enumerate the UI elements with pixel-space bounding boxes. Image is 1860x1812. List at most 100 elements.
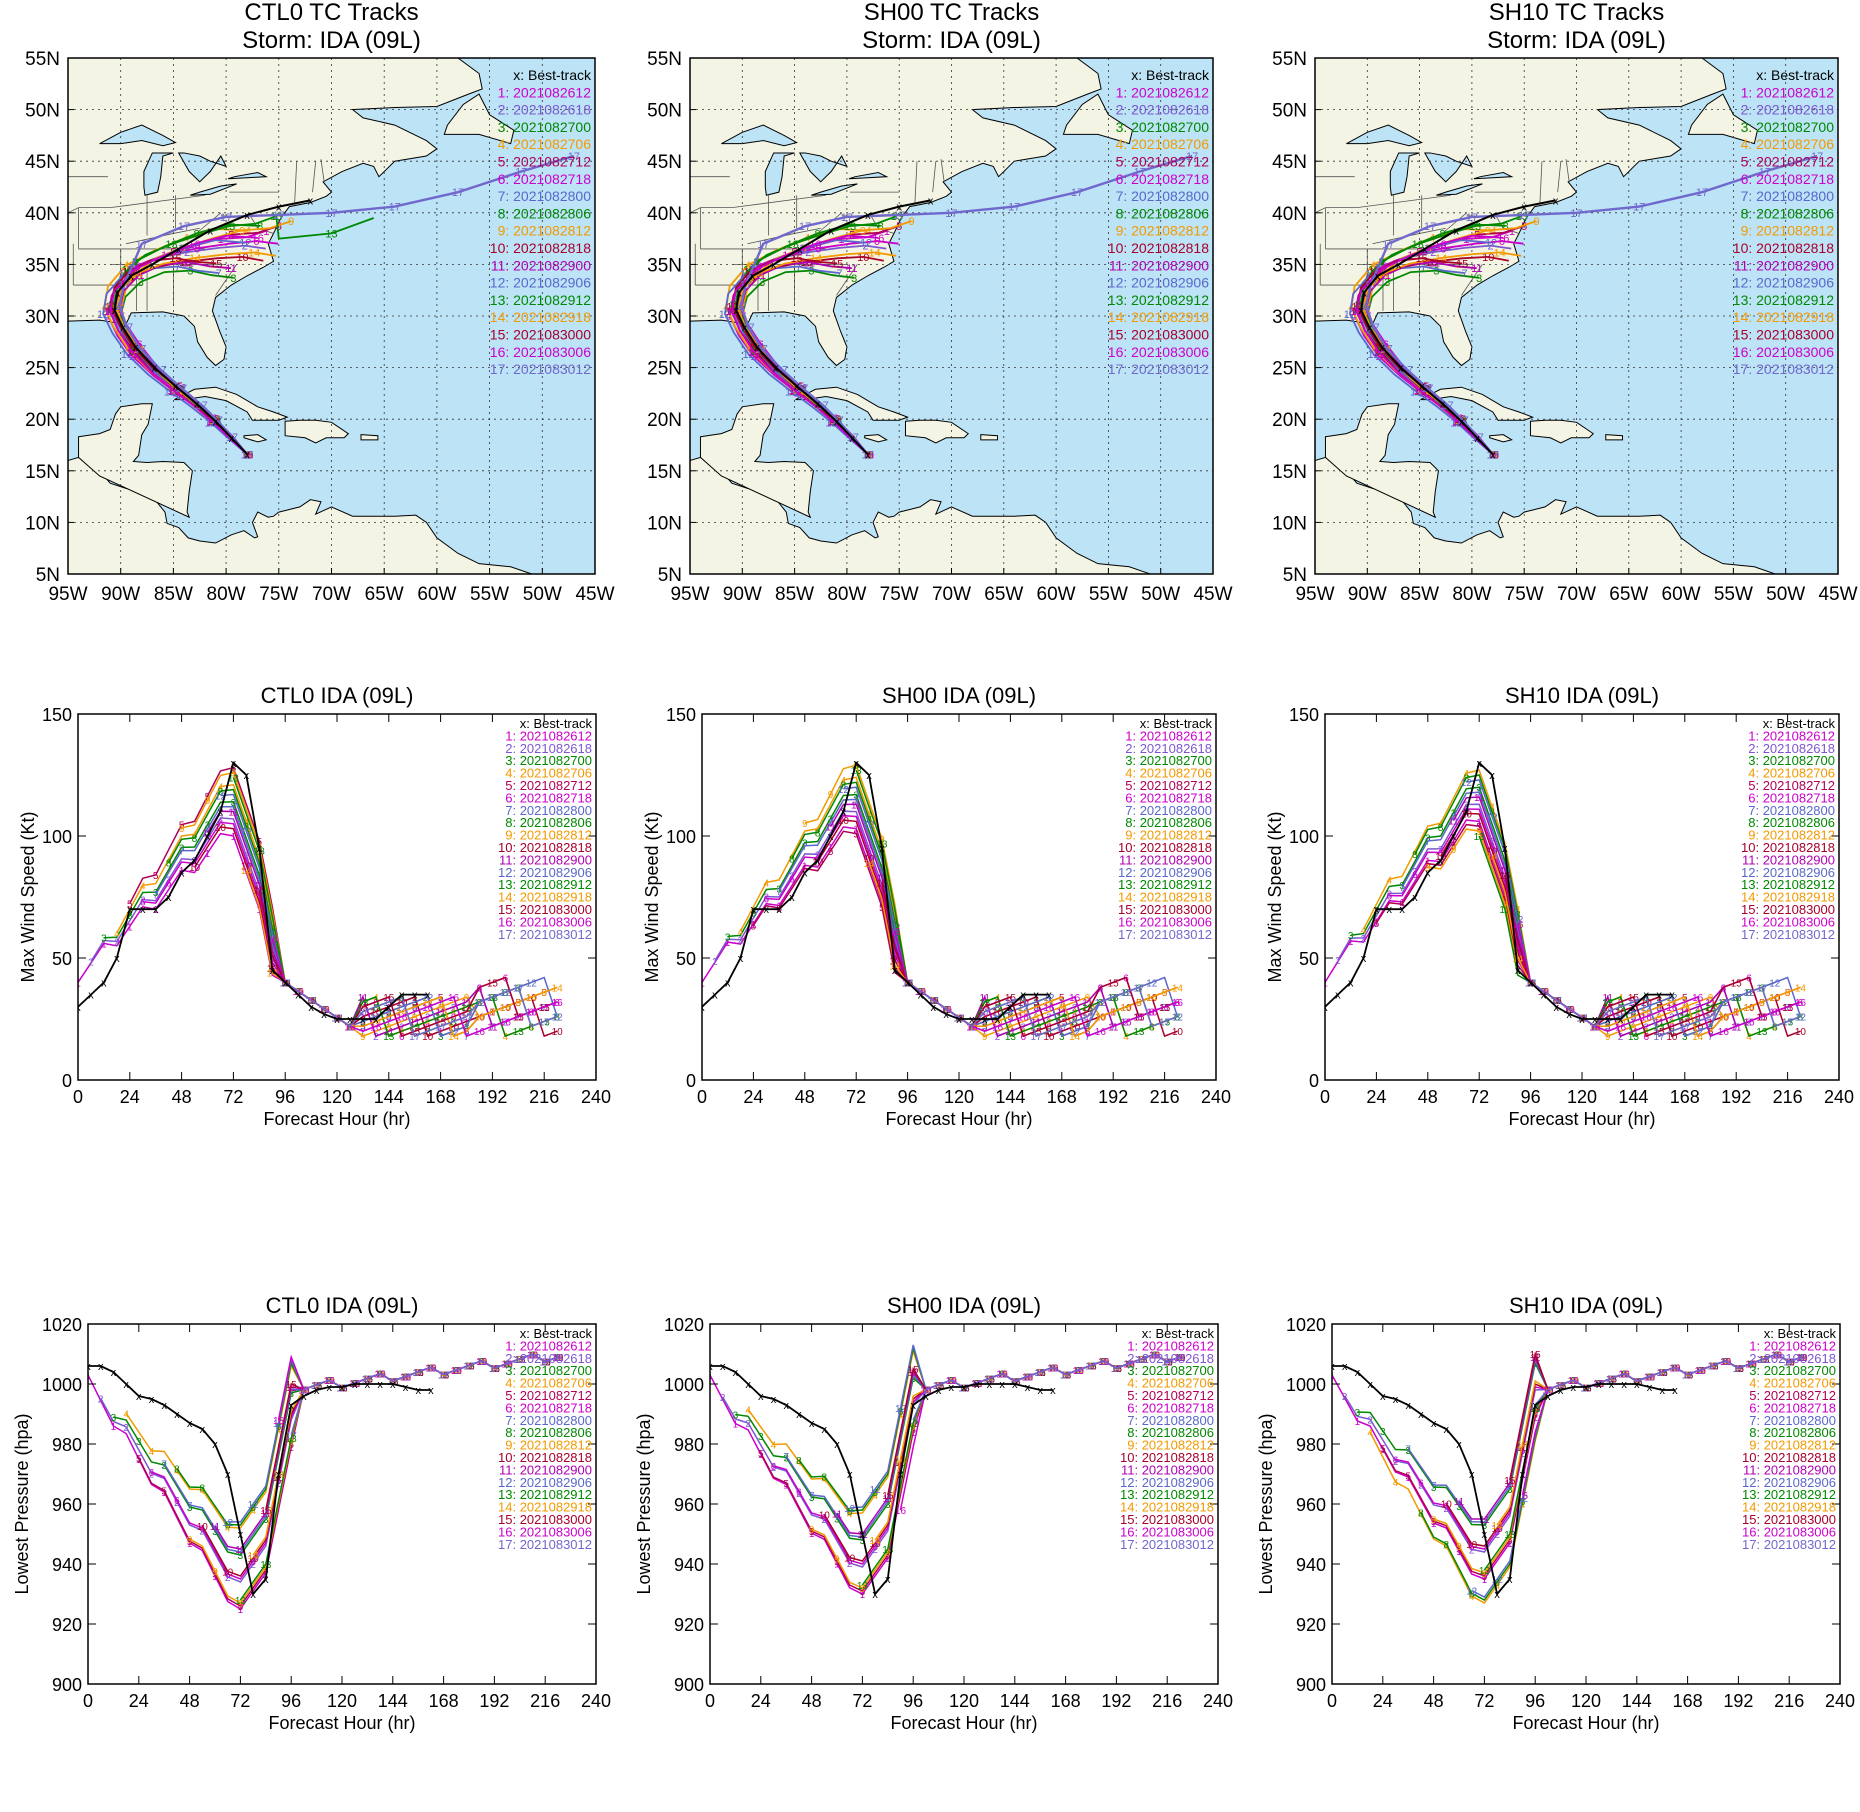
series-point-label: 15: [902, 978, 914, 989]
series-point-label: 8: [1515, 910, 1521, 921]
series-point-label: 9: [1761, 1355, 1767, 1366]
series-point-label: 6: [373, 998, 379, 1009]
best-track-point: x: [75, 1002, 81, 1014]
series-point-label: 5: [464, 1027, 470, 1038]
series-point-label: 10: [1771, 1350, 1783, 1361]
series-point-label: 8: [1774, 1350, 1780, 1361]
series-point-label: 13: [489, 1364, 501, 1375]
series-point-label: 7: [931, 996, 937, 1007]
series-point-label: 5: [910, 1425, 916, 1436]
series-point-label: 15: [1136, 1355, 1148, 1366]
series-point-label: 5: [542, 1358, 548, 1369]
series-point-label: 4: [738, 927, 744, 938]
series-point-label: 7: [238, 1548, 244, 1559]
track-point-label: 15: [831, 258, 843, 270]
series-point-label: 5: [931, 996, 937, 1007]
series-point-label: 3: [1736, 1364, 1742, 1375]
series-point-label: 3: [212, 1527, 218, 1538]
best-track-point: x: [1634, 1379, 1640, 1391]
series-point-label: 4: [295, 987, 301, 998]
series-point-label: 6: [789, 874, 795, 885]
series-point-label: 8: [1175, 1013, 1181, 1024]
series-point-label: 3: [1554, 996, 1560, 1007]
series-point-label: 3: [1348, 931, 1354, 942]
series-point-label: 5: [751, 921, 757, 932]
series-point-label: 11: [1782, 1003, 1793, 1014]
panel-title: SH00 IDA (09L): [882, 683, 1036, 708]
series-point-label: 6: [554, 998, 560, 1009]
x-tick-label: 72: [1474, 1691, 1494, 1711]
series-point-label: 12: [966, 1022, 978, 1033]
series-point-label: 5: [1033, 1003, 1039, 1014]
legend-entry-6: 6: 2021082718: [505, 1400, 592, 1415]
series-point-label: 10: [1615, 1008, 1627, 1019]
best-track-point: x: [1469, 1469, 1475, 1481]
series-point-label: 17: [539, 1017, 551, 1028]
land-mass: [904, 419, 970, 444]
series-point-label: 11: [438, 1371, 449, 1382]
series-point-label: 8: [1669, 1027, 1675, 1038]
track-point-label: 16: [726, 306, 738, 318]
series-point-label: 3: [931, 996, 937, 1007]
series-point-label: 2: [276, 1479, 282, 1490]
series-point-label: 4: [1020, 1027, 1026, 1038]
series-point-label: 5: [308, 996, 314, 1007]
best-track-point: x: [987, 1379, 993, 1391]
legend-best-track: x: Best-track: [1140, 716, 1213, 731]
best-track-point: x: [1329, 1361, 1335, 1373]
series-point-label: 13: [1756, 1027, 1768, 1038]
series-point-label: 8: [373, 1003, 379, 1014]
series-point-label: 7: [1114, 1364, 1120, 1375]
track-point-label: 10: [236, 252, 248, 264]
series-point-label: 4: [200, 1486, 206, 1497]
series-point-label: 11: [1632, 1377, 1643, 1388]
series-point-label: 16: [293, 987, 305, 998]
series-point-label: 17: [1162, 1358, 1174, 1369]
series-point-label: 10: [1517, 1443, 1529, 1454]
series-point-label: 11: [337, 1384, 348, 1395]
x-tick-label: 72: [852, 1691, 872, 1711]
series-point-label: 15: [1654, 1027, 1666, 1038]
series-point-label: 1: [1708, 1017, 1714, 1028]
series-point-label: 6: [1515, 944, 1521, 955]
best-track-point: x: [123, 1379, 129, 1391]
series-point-label: 11: [210, 1522, 221, 1533]
series-point-label: 2: [1418, 1480, 1424, 1491]
best-track-point: x: [88, 990, 94, 1002]
series-point-label: 6: [1592, 1022, 1598, 1033]
series-point-label: 8: [377, 1370, 383, 1381]
series-point-label: 3: [783, 1454, 789, 1465]
series-point-label: 5: [1405, 1472, 1411, 1483]
lat-tick-label: 20N: [1272, 410, 1307, 431]
series-point-label: 7: [360, 1027, 366, 1038]
series-point-label: 4: [1098, 998, 1104, 1009]
series-point-label: 11: [883, 1494, 894, 1505]
series-point-label: 7: [853, 795, 859, 806]
track-point-label: 16: [1497, 233, 1509, 245]
series-point-label: 7: [1785, 1003, 1791, 1014]
track-point-label: 2: [1430, 247, 1436, 259]
series-point-label: 9: [1164, 1358, 1170, 1369]
series-point-label: 1: [905, 978, 911, 989]
series-point-label: 16: [1018, 1013, 1030, 1024]
best-track-point: x: [1453, 225, 1459, 237]
x-tick-label: 72: [1469, 1087, 1489, 1107]
track-point-label: 15: [127, 342, 139, 354]
series-point-label: 7: [1451, 812, 1457, 823]
series-point-label: 11: [388, 1377, 399, 1388]
series-point-label: 12: [838, 785, 850, 796]
series-point-label: 17: [463, 1361, 475, 1372]
best-track-point: x: [865, 449, 871, 461]
series-point-label: 16: [318, 1005, 330, 1016]
series-point-label: 5: [365, 1374, 371, 1385]
track-point-label: 9: [239, 225, 245, 237]
x-tick-label: 48: [795, 1087, 815, 1107]
legend-entry-3: 3: 2021082700: [1748, 753, 1835, 768]
best-track-point: x: [733, 305, 739, 317]
legend-entry-15: 15: 2021083000: [498, 1512, 592, 1527]
series-point-label: 13: [1551, 996, 1563, 1007]
lon-tick-label: 75W: [880, 584, 919, 605]
series-point-label: 13: [514, 1355, 526, 1366]
series-point-label: 9: [1708, 993, 1714, 1004]
